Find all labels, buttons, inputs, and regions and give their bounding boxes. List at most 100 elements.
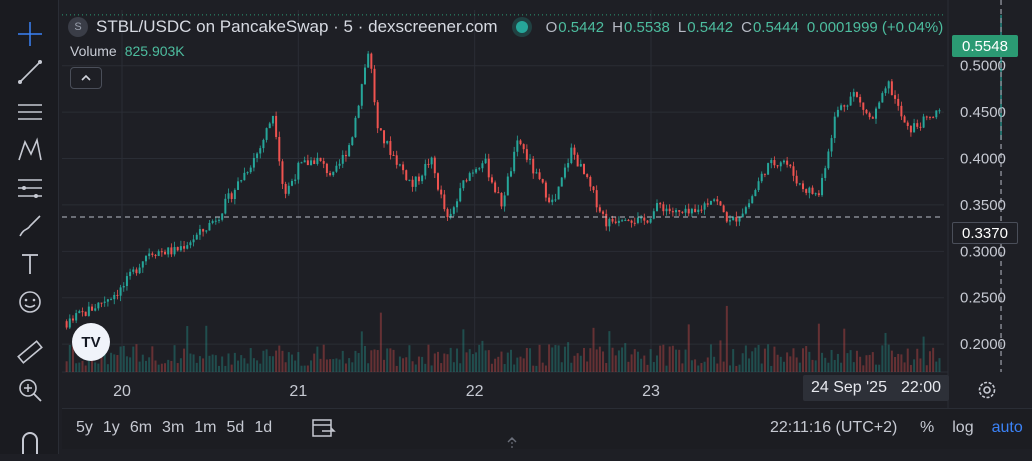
candle-body — [84, 311, 87, 316]
symbol-badge: S — [68, 17, 88, 37]
volume-bar — [325, 359, 328, 372]
auto-scale-toggle[interactable]: auto — [991, 419, 1023, 436]
volume-bar — [627, 361, 630, 372]
volume-bar — [452, 362, 455, 372]
candle-body — [909, 125, 912, 133]
candle-body — [801, 183, 804, 190]
zoom-in-icon[interactable] — [14, 374, 46, 406]
candle-body — [935, 110, 938, 118]
range-5d-button[interactable]: 5d — [226, 419, 245, 436]
volume-bar — [821, 352, 824, 372]
range-1m-button[interactable]: 1m — [194, 419, 217, 436]
candle-body — [357, 105, 360, 118]
candle-body — [646, 220, 649, 223]
volume-bar — [224, 365, 227, 372]
range-5y-button[interactable]: 5y — [76, 419, 93, 436]
candle-body — [144, 256, 147, 262]
candle-body — [329, 173, 332, 176]
range-1y-button[interactable]: 1y — [102, 419, 120, 436]
volume-bar — [160, 363, 163, 372]
fib-icon[interactable] — [14, 172, 46, 204]
y-tick-label: 0.5000 — [960, 58, 1006, 75]
volume-bar — [732, 349, 735, 372]
candle-body — [284, 183, 287, 194]
text-icon[interactable] — [14, 248, 46, 280]
candle-body — [798, 183, 801, 185]
candle-body — [452, 207, 455, 214]
volume-bar — [925, 365, 928, 372]
trend-line-icon[interactable] — [14, 56, 46, 88]
tradingview-logo[interactable]: TV — [72, 323, 110, 361]
magnet-icon[interactable] — [14, 424, 46, 456]
volume-bar — [640, 358, 643, 372]
range-1d-button[interactable]: 1d — [254, 419, 273, 436]
volume-bar — [805, 346, 808, 372]
candle-body — [706, 203, 709, 205]
candle-body — [446, 209, 449, 218]
volume-bar — [297, 352, 300, 372]
volume-bar — [932, 347, 935, 372]
candle-body — [465, 180, 468, 182]
range-3m-button[interactable]: 3m — [162, 419, 185, 436]
volume-bar — [617, 350, 620, 372]
crosshair-time: 22:00 — [900, 379, 942, 396]
candle-body — [246, 172, 249, 174]
candle-body — [233, 189, 236, 199]
volume-bar — [852, 362, 855, 372]
volume-bar — [738, 364, 741, 372]
volume-bar — [151, 346, 154, 372]
candle-body — [811, 187, 814, 194]
crosshair-icon[interactable] — [14, 18, 46, 50]
pattern-icon[interactable] — [14, 134, 46, 166]
collapse-legend-button[interactable] — [70, 67, 102, 89]
timezone-clock[interactable]: 22:11:16 (UTC+2) — [770, 419, 898, 436]
candle-body — [116, 294, 119, 296]
volume-bar — [490, 363, 493, 372]
candle-body — [887, 81, 890, 89]
candle-body — [541, 179, 544, 183]
volume-bar — [817, 323, 820, 372]
volume-bar — [592, 327, 595, 372]
candle-body — [157, 251, 160, 256]
volume-bar — [560, 362, 563, 372]
resize-handle-icon[interactable] — [506, 436, 518, 452]
price-chart[interactable]: 0.5000 0.4500 0.4000 0.3500 0.3000 0.2500 0.20… — [0, 0, 1032, 408]
candle-body — [586, 174, 589, 177]
chart-title[interactable]: STBL/USDC on PancakeSwap · 5 · dexscreen… — [96, 17, 498, 36]
volume-bar — [859, 356, 862, 372]
volume-bar — [183, 348, 186, 372]
range-6m-button[interactable]: 6m — [129, 419, 153, 436]
candle-body — [728, 220, 731, 222]
gear-icon[interactable] — [976, 379, 998, 401]
volume-bar — [449, 347, 452, 372]
horizontal-lines-icon[interactable] — [14, 96, 46, 128]
calendar-range-icon[interactable] — [310, 415, 336, 441]
candle-body — [843, 105, 846, 107]
percent-scale-toggle[interactable]: % — [920, 419, 935, 436]
candle-body — [913, 123, 916, 133]
candle-body — [519, 140, 522, 145]
volume-bar — [332, 359, 335, 372]
volume-bar — [116, 355, 119, 372]
candle-body — [567, 163, 570, 168]
x-tick-label: 22 — [466, 383, 484, 400]
candle-body — [265, 128, 268, 140]
candle-body — [119, 287, 122, 296]
volume-bar — [636, 351, 639, 372]
emoji-icon[interactable] — [14, 286, 46, 318]
volume-bar — [602, 351, 605, 372]
candle-body — [767, 163, 770, 175]
ruler-icon[interactable] — [14, 336, 46, 368]
brush-icon[interactable] — [14, 210, 46, 242]
volume-bar — [411, 361, 414, 372]
volume-bar — [703, 361, 706, 372]
candle-body — [649, 218, 652, 223]
volume-bar — [792, 348, 795, 372]
volume-bar — [164, 363, 167, 372]
volume-bar — [605, 363, 608, 372]
volume-bar — [662, 344, 665, 372]
candle-body — [894, 95, 897, 99]
candle-body — [827, 151, 830, 169]
log-scale-toggle[interactable]: log — [952, 419, 974, 436]
candle-body — [310, 160, 313, 166]
